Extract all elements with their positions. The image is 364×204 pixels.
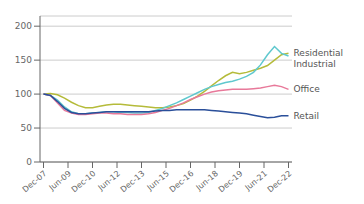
svg-text:Jun-15: Jun-15 [145,169,171,193]
svg-text:Jun-21: Jun-21 [243,169,269,193]
svg-text:Dec-10: Dec-10 [70,169,98,194]
svg-text:Dec-13: Dec-13 [119,169,147,194]
svg-text:Jun-18: Jun-18 [194,169,220,193]
svg-text:Jun-12: Jun-12 [96,169,122,193]
svg-text:200: 200 [15,21,32,31]
svg-text:Retail: Retail [294,111,319,121]
svg-text:Dec-16: Dec-16 [168,169,196,194]
svg-text:Dec-22: Dec-22 [266,169,294,194]
svg-text:Jun-09: Jun-09 [47,169,73,193]
svg-text:Office: Office [294,84,321,94]
svg-text:Residential: Residential [294,48,344,58]
svg-text:50: 50 [21,123,33,133]
svg-text:Dec-19: Dec-19 [217,169,245,194]
svg-text:100: 100 [15,89,32,99]
svg-text:Dec-07: Dec-07 [21,169,49,194]
svg-text:150: 150 [15,55,32,65]
svg-text:Industrial: Industrial [294,59,336,69]
svg-text:0: 0 [26,157,32,167]
